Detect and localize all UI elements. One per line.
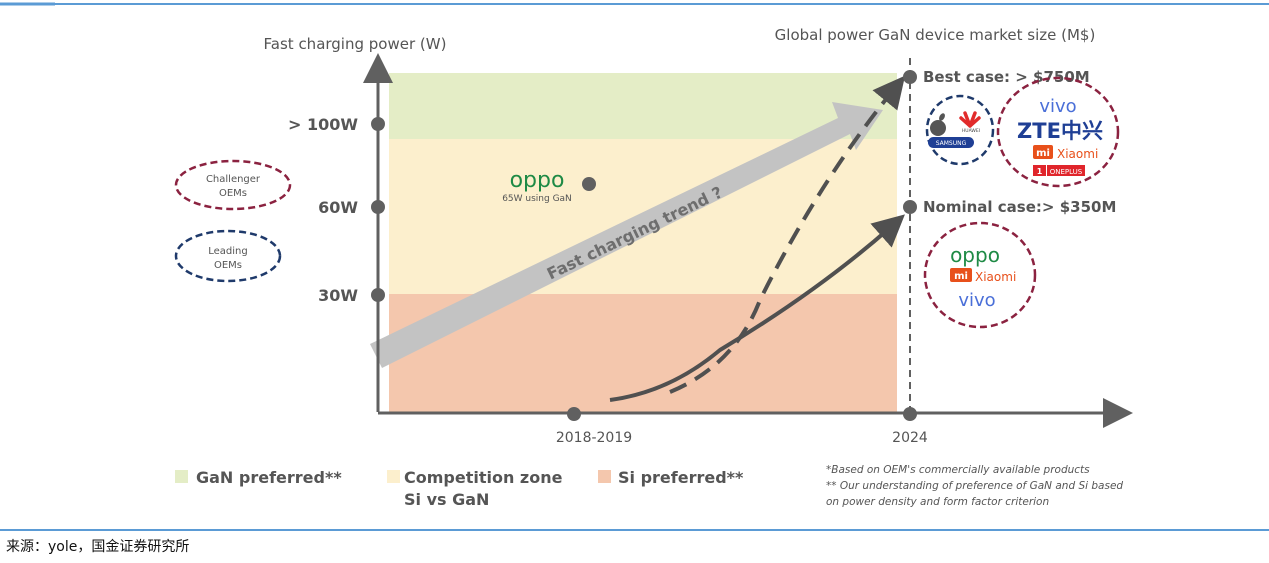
legend-swatch-competition <box>387 470 400 483</box>
nominal-case-label: Nominal case:> $350M <box>923 198 1116 216</box>
challenger-oems-line2: OEMs <box>219 188 247 199</box>
samsung-label: SAMSUNG <box>936 140 967 147</box>
y-tick-dot-100w <box>371 117 385 131</box>
mi-icon-nominal <box>950 268 972 282</box>
mi-icon-top-text: mi <box>1036 148 1050 159</box>
footnote-1: *Based on OEM's commercially available p… <box>826 464 1090 476</box>
huawei-label: HUAWEI <box>962 128 980 134</box>
best-case-challenger-circle <box>996 76 1120 188</box>
challenger-oems-line1: Challenger <box>206 174 261 185</box>
best-case-leading-circle <box>925 94 995 166</box>
vivo-nominal-logo: vivo <box>958 290 995 311</box>
legend-swatch-si <box>598 470 611 483</box>
best-case-dot <box>903 70 917 84</box>
x-tick-label-2018: 2018-2019 <box>556 430 632 446</box>
legend-label-si: Si preferred** <box>618 468 744 487</box>
apple-icon <box>930 113 946 136</box>
y-tick-dot-60w <box>371 200 385 214</box>
mi-icon-top <box>1033 145 1053 159</box>
zone-gan-preferred <box>389 73 897 139</box>
challenger-oems-key <box>174 159 292 211</box>
oneplus-icon-text: 1 <box>1037 167 1043 176</box>
y-tick-label-60w: 60W <box>318 198 358 217</box>
legend-label-gan: GaN preferred** <box>196 468 342 487</box>
x-tick-dot-2018 <box>567 407 581 421</box>
y-tick-dot-30w <box>371 288 385 302</box>
oneplus-icon <box>1033 165 1046 176</box>
trend-arrow <box>370 102 883 368</box>
oneplus-badge <box>1047 165 1085 176</box>
leading-oems-key <box>174 229 282 283</box>
vivo-top-logo: vivo <box>1039 96 1076 117</box>
zte-logo: ZTE中兴 <box>1017 119 1103 143</box>
y-axis-title: Fast charging power (W) <box>264 35 447 53</box>
huawei-icon <box>959 111 981 128</box>
source-text: 来源：yole，国金证券研究所 <box>6 539 189 555</box>
legend-label-competition-1: Competition zone <box>404 468 563 487</box>
best-case-curve <box>669 75 906 394</box>
footnote-2: ** Our understanding of preference of Ga… <box>826 480 1123 492</box>
leading-oems-line1: Leading <box>208 246 248 257</box>
leading-oems-line2: OEMs <box>214 260 242 271</box>
nominal-case-curve <box>609 214 905 402</box>
legend-label-competition-2: Si vs GaN <box>404 490 489 509</box>
x-tick-label-2024: 2024 <box>892 430 928 446</box>
y-tick-label-30w: 30W <box>318 286 358 305</box>
xiaomi-nominal-label: Xiaomi <box>975 270 1016 284</box>
mi-icon-nominal-text: mi <box>954 271 968 282</box>
legend-swatch-gan <box>175 470 188 483</box>
samsung-badge <box>928 137 974 148</box>
y-tick-label-100w: > 100W <box>288 115 358 134</box>
best-case-label: Best case: > $750M <box>923 68 1090 86</box>
oneplus-label: ONEPLUS <box>1050 168 1083 176</box>
nominal-case-dot <box>903 200 917 214</box>
footnote-3: on power density and form factor criteri… <box>826 496 1049 508</box>
nominal-case-circle <box>923 221 1037 329</box>
right-axis-title: Global power GaN device market size (M$) <box>775 26 1096 44</box>
oppo-point-label: 65W using GaN <box>502 194 572 204</box>
oppo-nominal-logo: oppo <box>950 243 1000 267</box>
x-tick-dot-2024 <box>903 407 917 421</box>
xiaomi-top-label: Xiaomi <box>1057 147 1098 161</box>
oppo-point-dot <box>582 177 596 191</box>
oppo-point-logo: oppo <box>510 168 565 193</box>
